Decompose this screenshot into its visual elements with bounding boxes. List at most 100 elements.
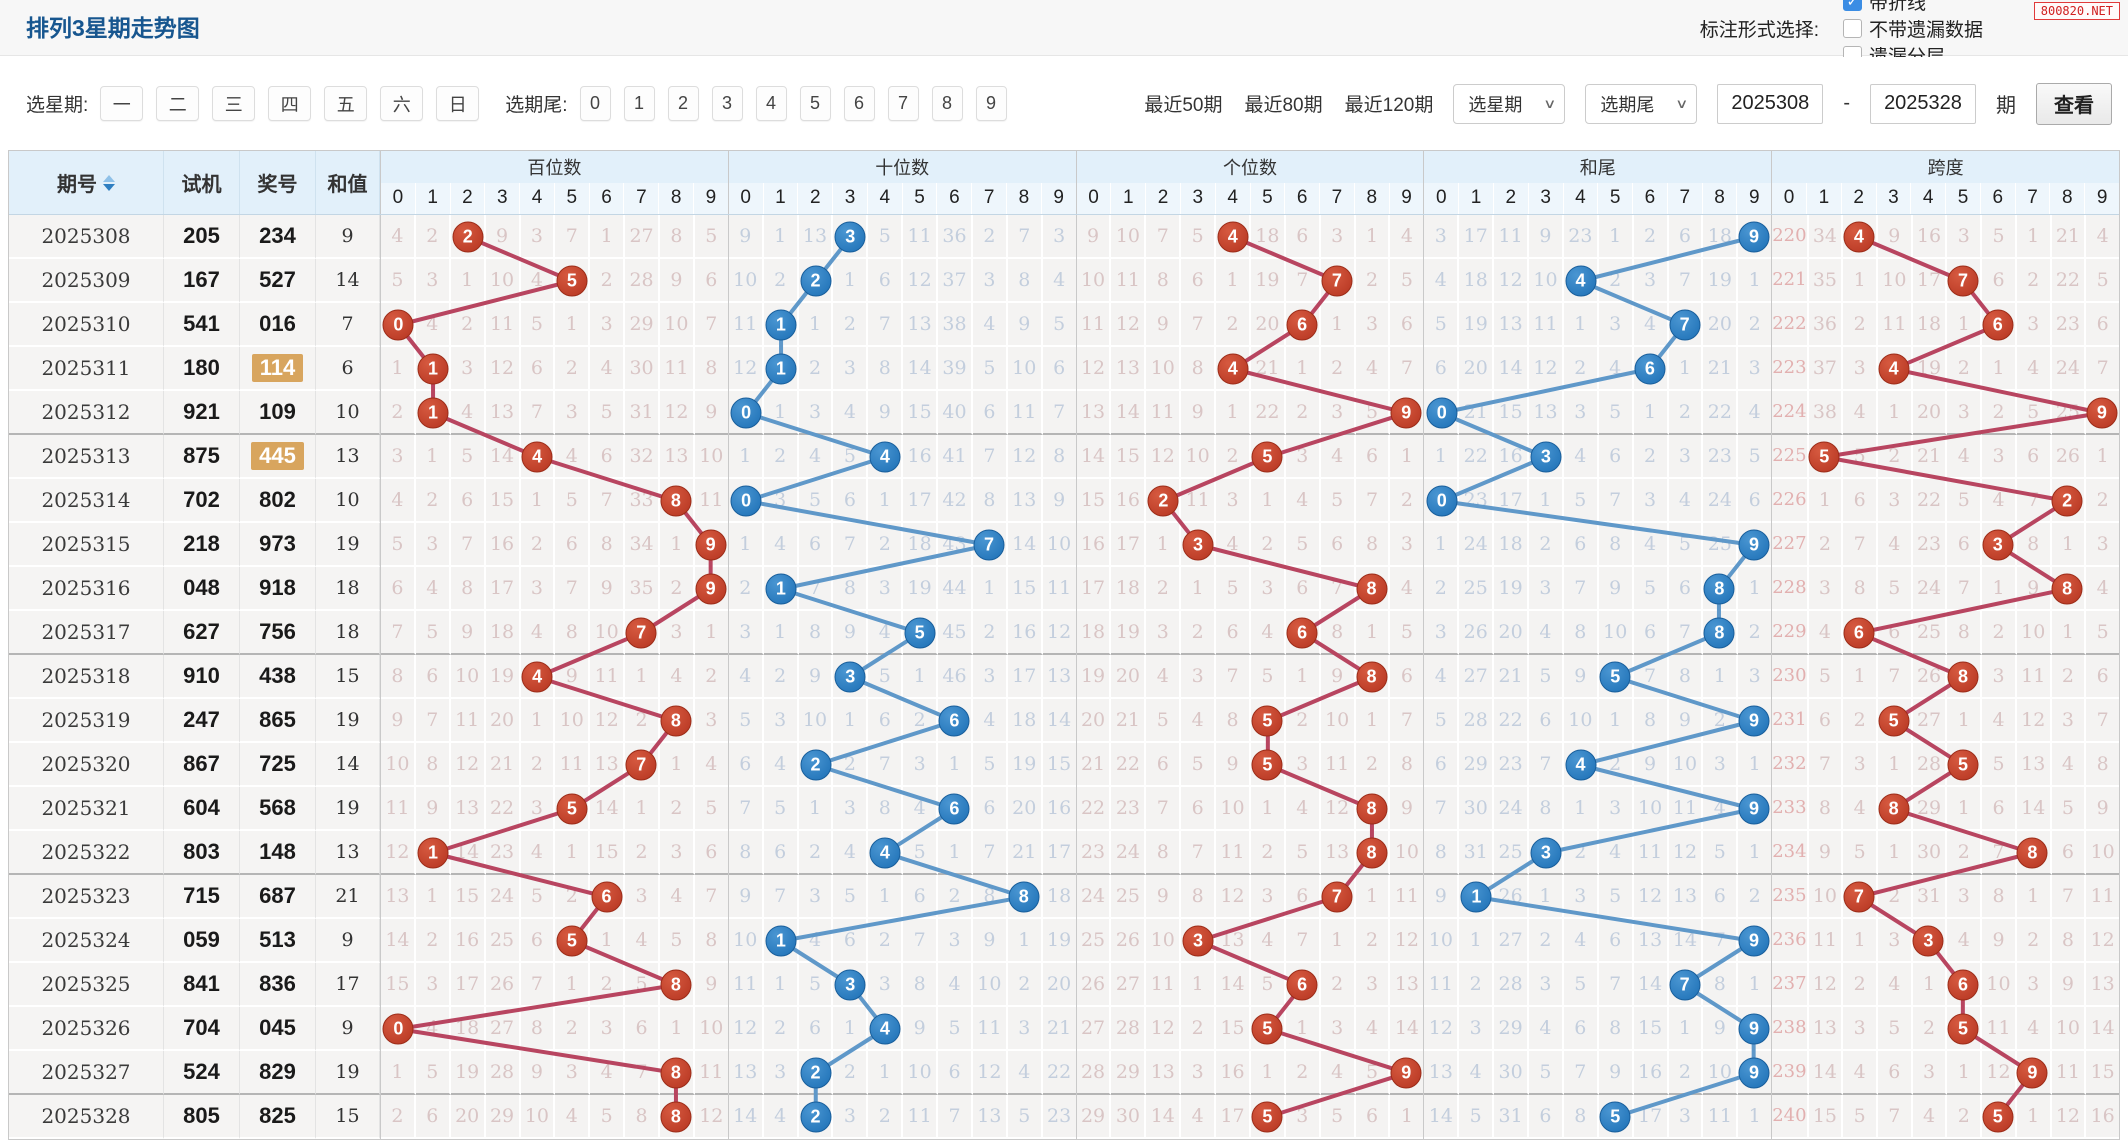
miss-count-cell: 8 [625,1095,660,1139]
section-body-hundreds: 4 2 9 3 7 1 27 8 5 5 3 1 10 4 2 28 9 6 4 2 11 5 1 3 29 10 7 1 3 12 6 2 4… [380,215,728,1139]
miss-count-cell: 7 [381,611,416,655]
miss-count-cell: 4 [2051,743,2087,787]
tail-button[interactable]: 7 [887,86,919,121]
tail-dropdown[interactable]: 选期尾 ∨ [1585,83,1698,124]
tail-button[interactable]: 2 [667,86,699,121]
miss-count-cell: 1 [833,259,869,303]
tail-button[interactable]: 0 [579,86,611,121]
checkbox-checked-icon[interactable]: ✓ [1842,0,1862,11]
miss-count-cell: 14 [1111,391,1147,435]
miss-count-cell: 2 [415,215,451,259]
miss-count-cell: 233 [1772,787,1809,831]
miss-count-cell: 3 [1390,523,1424,567]
miss-count-cell: 7 [520,391,556,435]
week-button[interactable]: 四 [268,86,312,121]
trend-row: 21 22 6 5 9 3 11 2 8 [1076,743,1424,787]
miss-count-cell: 14 [485,435,521,479]
tail-button[interactable]: 4 [755,86,787,121]
number-ball: 1 [765,309,797,341]
miss-count-cell: 1 [1390,435,1424,479]
table-row: 2025327 524 829 19 [9,1051,380,1095]
tail-button[interactable]: 8 [931,86,963,121]
miss-count-cell: 22 [1042,1051,1076,1095]
recent-range-link[interactable]: 最近50期 [1144,95,1223,116]
range-to-input[interactable] [1870,83,1976,124]
miss-count-cell: 14 [1146,1095,1182,1139]
tail-button[interactable]: 3 [711,86,743,121]
miss-count-cell: 6 [1947,523,1983,567]
miss-count-cell: 1 [2016,215,2052,259]
table-row: 2025323 715 687 21 [9,875,380,919]
miss-count-cell: 24 [1076,875,1112,919]
miss-count-cell: 13 [2016,743,2052,787]
miss-count-cell: 5 [1703,831,1739,875]
miss-count-cell: 25 [1111,875,1147,919]
digit-header: 9 [1388,182,1424,214]
miss-count-cell: 25 [485,919,521,963]
miss-count-cell: 10 [972,963,1008,1007]
test-number-cell: 180 [164,347,240,391]
miss-count-cell: 12 [1494,259,1530,303]
miss-count-cell: 8 [1181,875,1217,919]
miss-count-cell: 9 [1007,303,1043,347]
week-button[interactable]: 六 [380,86,424,121]
miss-count-cell: 3 [1181,655,1217,699]
miss-count-cell: 2 [625,831,660,875]
digit-header: 4 [866,182,902,214]
miss-count-cell: 30 [1912,831,1948,875]
miss-count-cell: 1 [938,743,973,787]
recent-range-link[interactable]: 最近120期 [1344,95,1434,116]
miss-count-cell: 5 [1529,655,1564,699]
number-ball: 7 [1843,881,1875,913]
miss-count-cell: 6 [868,259,904,303]
digit-header: 6 [1284,182,1319,214]
tail-button[interactable]: 1 [623,86,655,121]
miss-count-cell: 1 [798,303,834,347]
week-button[interactable]: 日 [436,86,480,121]
miss-count-cell: 41 [938,435,973,479]
number-ball: 5 [1599,661,1631,693]
annotation-option[interactable]: ✓ 带折线 [1842,0,1983,15]
week-dropdown[interactable]: 选星期 ∨ [1453,83,1566,124]
week-button[interactable]: 三 [212,86,256,121]
number-ball: 9 [1738,221,1770,253]
view-button[interactable]: 查看 [2036,82,2112,125]
miss-count-cell: 226 [1772,479,1809,523]
miss-count-cell: 21 [1912,435,1948,479]
tail-button[interactable]: 5 [799,86,831,121]
miss-count-cell: 6 [520,919,556,963]
miss-count-cell: 4 [1181,699,1217,743]
sort-icon[interactable] [103,174,115,191]
tail-button[interactable]: 6 [843,86,875,121]
miss-count-cell: 3 [868,567,904,611]
number-ball: 9 [695,529,727,561]
test-number-cell: 541 [164,303,240,347]
miss-count-cell: 10 [1042,523,1076,567]
annotation-option[interactable]: 不带遗漏数据 [1842,15,1983,42]
miss-count-cell: 17 [1633,1095,1669,1139]
miss-count-cell: 7 [555,567,591,611]
recent-range-link[interactable]: 最近80期 [1244,95,1323,116]
miss-count-cell: 11 [903,215,939,259]
miss-count-cell: 3 [1982,435,2017,479]
tail-button[interactable]: 9 [975,86,1007,121]
trend-row: 13 1 15 24 5 2 3 4 7 [381,875,728,919]
miss-count-cell: 1 [555,831,591,875]
miss-count-cell: 5 [798,479,834,523]
number-ball: 0 [1426,397,1458,429]
miss-count-cell: 4 [1216,523,1251,567]
range-from-input[interactable] [1717,83,1824,124]
table-row: 2025325 841 836 17 [9,963,380,1007]
sum-cell: 6 [316,347,380,391]
week-button[interactable]: 五 [324,86,368,121]
miss-count-cell: 4 [1633,523,1669,567]
week-button[interactable]: 二 [156,86,200,121]
miss-count-cell: 2 [1285,391,1321,435]
checkbox-icon[interactable] [1842,18,1862,38]
week-button[interactable]: 一 [100,86,144,121]
prize-highlight: 114 [251,354,304,382]
issue-column-header[interactable]: 期号 [9,151,164,214]
number-ball: 8 [1008,881,1040,913]
